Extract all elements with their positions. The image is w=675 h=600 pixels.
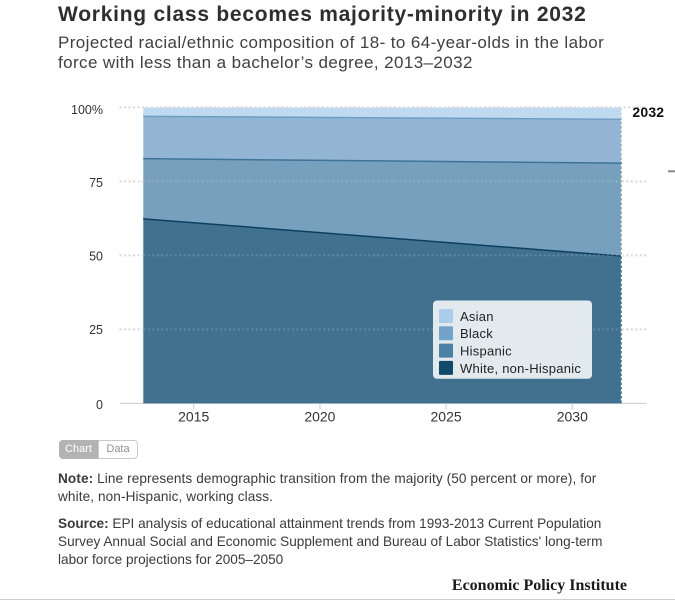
svg-text:Asian: Asian: [460, 309, 494, 324]
svg-text:Black: Black: [460, 326, 493, 341]
svg-text:25: 25: [89, 323, 103, 337]
svg-text:50: 50: [89, 249, 103, 263]
svg-text:75: 75: [89, 176, 103, 190]
svg-text:Hispanic: Hispanic: [460, 344, 512, 359]
svg-text:White, non-Hispanic: White, non-Hispanic: [460, 361, 581, 376]
svg-text:0: 0: [96, 398, 103, 412]
svg-text:2032: 2032: [632, 104, 664, 120]
svg-text:2025: 2025: [431, 408, 462, 424]
svg-text:100%: 100%: [71, 103, 103, 117]
svg-text:2015: 2015: [178, 408, 209, 424]
svg-text:2020: 2020: [304, 408, 335, 424]
svg-text:2030: 2030: [557, 408, 588, 424]
